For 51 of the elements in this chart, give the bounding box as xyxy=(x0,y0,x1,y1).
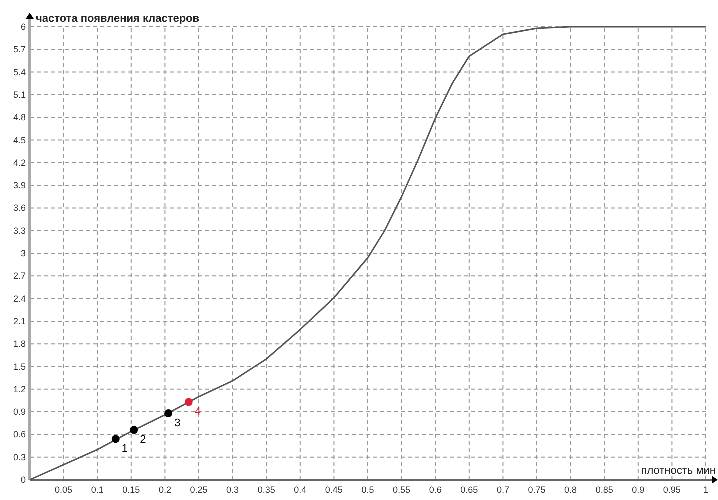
y-tick-label: 5.7 xyxy=(13,44,26,55)
annotation: 4 xyxy=(194,406,201,418)
chart-title: частота появления кластеров xyxy=(36,13,200,25)
annotation: 1 xyxy=(122,443,128,456)
y-tick-label: 0 xyxy=(20,475,26,485)
y-tick-label: 0.9 xyxy=(13,407,26,418)
point xyxy=(112,435,120,444)
y-tick-label: 1.8 xyxy=(13,339,26,350)
annotation: 2 xyxy=(140,434,146,446)
y-tick-label: 4.2 xyxy=(13,158,26,168)
x-tick-label: 0.4 xyxy=(294,485,307,495)
y-tick-label: 1.2 xyxy=(13,384,26,394)
x-tick-label: 0.8 xyxy=(564,485,578,495)
y-tick-label: 3.3 xyxy=(13,226,26,236)
x-tick-label: 0.3 xyxy=(226,485,240,495)
x-tick-label: 1 xyxy=(703,485,709,495)
point xyxy=(184,398,193,406)
y-tick-label: 3 xyxy=(20,248,26,258)
x-tick-label: 0.05 xyxy=(55,485,73,495)
x-tick-label: 0.85 xyxy=(596,485,614,495)
y-tick-label: 5.4 xyxy=(13,67,26,78)
x-tick-label: 0.6 xyxy=(429,485,442,495)
point xyxy=(164,410,173,418)
x-tick-label: 0.65 xyxy=(460,485,478,495)
x-tick-label: 0.15 xyxy=(122,485,140,495)
y-tick-label: 5.1 xyxy=(13,90,26,100)
y-tick-label: 6 xyxy=(20,22,26,32)
x-tick-label: 0.9 xyxy=(632,485,645,495)
y-tick-label: 2.1 xyxy=(13,316,26,326)
annotation: 3 xyxy=(174,418,181,430)
point xyxy=(130,426,138,434)
x-tick-label: 0.5 xyxy=(362,485,374,495)
x-tick-label: 0.1 xyxy=(91,485,104,495)
x-tick-label: 0.25 xyxy=(190,485,208,495)
x-tick-label: 0.7 xyxy=(496,485,510,495)
x-tick-label: 0.35 xyxy=(258,485,276,495)
y-tick-label: 3.6 xyxy=(13,203,26,214)
x-tick-label: 0.95 xyxy=(663,485,681,495)
x-tick-label: 0.55 xyxy=(393,485,411,495)
y-tick-label: 0.3 xyxy=(13,452,26,462)
x-tick-label: 0.45 xyxy=(325,485,343,495)
y-tick-label: 1.5 xyxy=(13,362,26,372)
y-tick-label: 2.4 xyxy=(13,294,26,304)
y-tick-label: 2.7 xyxy=(13,271,26,282)
y-tick-label: 4.5 xyxy=(13,135,26,146)
y-tick-label: 0.6 xyxy=(13,430,26,440)
y-tick-label: 3.9 xyxy=(13,180,26,191)
x-tick-label: 0.75 xyxy=(528,485,546,495)
x-tick-label: 0.2 xyxy=(158,485,172,495)
y-tick-label: 4.8 xyxy=(13,112,26,123)
x-axis-title: плотность мин xyxy=(641,465,716,477)
